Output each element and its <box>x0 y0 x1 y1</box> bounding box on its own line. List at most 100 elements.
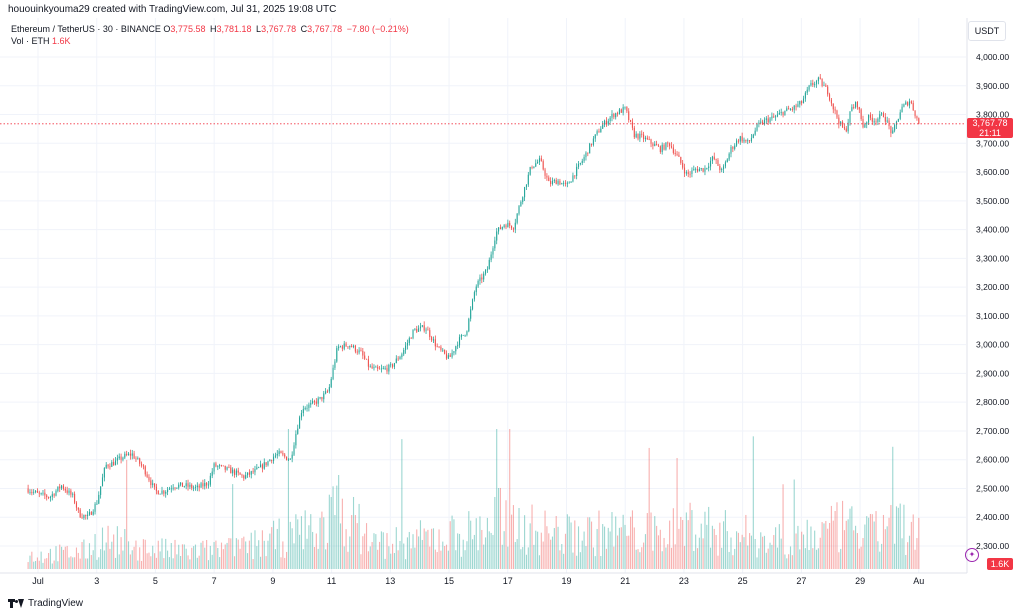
volume-bar <box>211 554 213 569</box>
volume-bar <box>111 541 113 569</box>
volume-bar <box>793 479 795 569</box>
candle <box>840 121 842 125</box>
candle <box>884 117 886 122</box>
candle <box>895 121 898 126</box>
candle <box>293 445 295 455</box>
volume-bar <box>518 507 520 569</box>
candle <box>416 328 418 332</box>
volume-bar <box>343 546 345 569</box>
volume-bar <box>462 539 464 569</box>
x-tick-label: 9 <box>270 576 275 586</box>
volume-bar <box>458 533 461 569</box>
volume-bar <box>414 547 416 569</box>
candle <box>233 469 236 475</box>
volume-bar <box>198 555 200 569</box>
candle <box>617 113 619 115</box>
volume-bar <box>140 560 143 569</box>
y-tick-label: 2,600.00 <box>976 455 1009 465</box>
candle <box>868 114 870 123</box>
volume-bar <box>40 551 42 569</box>
candle <box>793 105 795 110</box>
candle <box>321 397 323 400</box>
volume-bar <box>620 527 622 569</box>
volume-bar <box>806 519 808 569</box>
price-chart[interactable]: Jul 3 5 7 9 11 13 15 17 19 21 23 25 27 29 Au 2,300.00 2,4… <box>0 18 1024 593</box>
candle <box>789 109 792 110</box>
candle <box>278 451 280 454</box>
candle <box>245 475 247 479</box>
volume-bar <box>786 558 788 569</box>
candle <box>297 428 299 434</box>
volume-bar <box>888 517 890 569</box>
candle <box>661 144 663 153</box>
volume-bar <box>494 496 496 569</box>
candle <box>546 175 548 178</box>
candle <box>680 156 682 163</box>
candle <box>191 484 193 489</box>
candle <box>194 487 197 488</box>
volume-bar <box>674 544 676 569</box>
volume-bar <box>611 512 613 569</box>
y-tick-label: 2,800.00 <box>976 397 1009 407</box>
candle <box>347 346 349 348</box>
volume-bar <box>295 514 297 569</box>
chart-area[interactable]: Jul 3 5 7 9 11 13 15 17 19 21 23 25 27 29 Au 2,300.00 2,4… <box>0 18 1024 593</box>
candle <box>570 181 572 183</box>
candle <box>460 335 462 338</box>
volume-bar <box>159 551 161 569</box>
candle <box>894 125 896 131</box>
volume-bar <box>511 514 513 569</box>
candle <box>802 98 805 104</box>
volume-bar <box>812 548 814 569</box>
volume-bar <box>868 517 870 569</box>
sparkle-icon[interactable]: ✦ <box>965 548 979 562</box>
volume-bar <box>605 548 607 569</box>
candle <box>185 483 187 487</box>
volume-bar <box>79 558 81 569</box>
volume-bar <box>685 512 687 569</box>
candle <box>496 231 498 241</box>
volume-bar <box>392 543 394 569</box>
volume-bar <box>282 541 284 569</box>
candle <box>449 355 451 357</box>
volume-bar <box>200 542 202 569</box>
volume-bar <box>55 546 57 569</box>
candle <box>484 269 487 274</box>
candle <box>286 456 288 461</box>
volume-bar <box>471 539 474 569</box>
candle <box>520 201 522 207</box>
candle <box>261 464 263 469</box>
candle <box>851 107 853 112</box>
candle <box>535 163 537 167</box>
candle <box>282 453 284 455</box>
x-tick-label: 21 <box>620 576 630 586</box>
candle <box>682 162 684 168</box>
volume-bar <box>265 556 267 569</box>
volume-bar <box>304 510 306 569</box>
candle <box>406 342 409 346</box>
volume-bar <box>356 523 358 569</box>
candle <box>656 144 658 146</box>
volume-bar <box>624 524 626 569</box>
candle <box>436 346 438 348</box>
volume-bar <box>393 553 395 569</box>
candle <box>302 409 304 414</box>
candle <box>34 491 37 492</box>
currency-selector[interactable]: USDT <box>968 21 1006 41</box>
x-tick-label: 25 <box>738 576 748 586</box>
volume-bar <box>486 517 488 569</box>
candle <box>250 471 252 475</box>
candle <box>711 156 713 161</box>
x-tick-label: 23 <box>679 576 689 586</box>
volume-bar <box>739 542 741 569</box>
volume-bar <box>524 515 526 569</box>
candle <box>220 465 223 467</box>
volume-bar <box>207 560 210 569</box>
volume-bar <box>334 515 336 569</box>
volume-bar <box>224 544 226 569</box>
candle <box>620 109 622 113</box>
candle <box>603 120 606 125</box>
candle <box>87 514 89 516</box>
volume-bar <box>38 560 40 569</box>
volume-bar <box>315 533 317 569</box>
